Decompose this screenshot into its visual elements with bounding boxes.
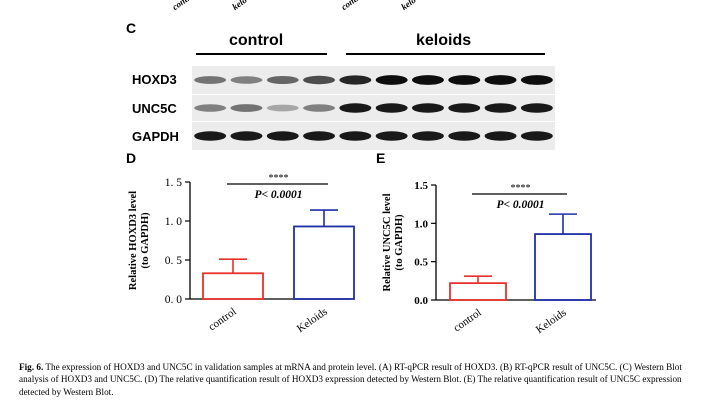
blot-band-hoxd3-8 (448, 75, 481, 85)
x-tick-label: Keloids (295, 306, 330, 335)
y-tick-label: 1. 0 (165, 216, 183, 228)
bar-keloids (534, 233, 592, 301)
x-tick-label: control (451, 307, 483, 335)
y-axis-label: Relative HOXD3 level (128, 191, 139, 290)
bar-control (202, 272, 264, 300)
blot-band-unc5c-8 (448, 103, 481, 113)
blot-band-hoxd3-6 (375, 75, 408, 85)
p-value-label: P< 0.0001 (496, 199, 544, 211)
y-axis-label-line2: (to GAPDH) (394, 214, 405, 271)
blot-bands-unc5c (194, 103, 553, 113)
significance-stars: **** (269, 173, 289, 184)
blot-band-gapdh-6 (375, 131, 408, 141)
y-tick-label: 0.5 (414, 257, 428, 269)
blot-strip-hoxd3 (192, 66, 555, 94)
chart-d-hoxd3: 0. 0 0. 5 1. 0 1. 5 Relative HOXD3 level (to … (128, 173, 355, 335)
bar-keloids (293, 225, 355, 300)
blot-band-unc5c-5 (339, 103, 372, 113)
group-bracket-keloids (346, 53, 545, 55)
blot-band-unc5c-4 (303, 104, 336, 112)
significance-stars: **** (511, 183, 531, 194)
x-tick-label: control (206, 306, 238, 334)
blot-band-gapdh-1 (194, 131, 227, 141)
blot-band-hoxd3-5 (339, 75, 372, 85)
lane-label-control-1: contr (170, 0, 192, 13)
blot-band-hoxd3-1 (194, 76, 227, 84)
blot-band-hoxd3-3 (266, 76, 299, 84)
row-label-gapdh: GAPDH (132, 129, 179, 144)
y-tick-label: 0. 5 (165, 255, 183, 267)
blot-bands-gapdh (194, 131, 553, 141)
blot-band-gapdh-7 (411, 131, 444, 141)
blot-band-hoxd3-10 (520, 75, 553, 85)
panel-d-letter: D (126, 150, 137, 166)
blot-band-unc5c-2 (230, 104, 263, 112)
blot-band-unc5c-9 (484, 103, 517, 113)
y-tick-label: 0. 0 (165, 294, 183, 306)
blot-band-gapdh-4 (303, 131, 336, 141)
y-tick-label: 1. 5 (165, 177, 183, 189)
blot-band-hoxd3-2 (230, 76, 263, 84)
y-tick-label: 1.5 (414, 180, 428, 192)
blot-band-gapdh-8 (448, 131, 481, 141)
panel-e-letter: E (376, 150, 386, 166)
blot-band-hoxd3-7 (411, 75, 444, 85)
blot-band-unc5c-7 (411, 103, 444, 113)
lane-label-keloids-1: kelo (230, 0, 249, 12)
blot-band-unc5c-1 (194, 104, 227, 112)
chart-e-unc5c: 0.0 0.5 1.0 1.5 Relative UNC5C level (to GAPD… (382, 180, 596, 336)
group-label-keloids: keloids (416, 32, 472, 49)
p-value-label: P< 0.0001 (254, 189, 302, 201)
lane-label-keloids-2: kelo (399, 0, 418, 12)
panel-c-letter: C (126, 20, 137, 36)
x-tick-label: Keloids (534, 307, 569, 336)
bar-control (449, 282, 507, 301)
row-label-unc5c: UNC5C (132, 101, 177, 116)
group-label-control: control (229, 32, 284, 49)
blot-band-hoxd3-4 (303, 75, 336, 85)
group-bracket-control (196, 53, 327, 55)
caption-text: The expression of HOXD3 and UNC5C in val… (19, 362, 682, 397)
y-tick-label: 0.0 (414, 295, 428, 307)
blot-bands-hoxd3 (194, 75, 553, 85)
y-axis-label-line2: (to GAPDH) (140, 212, 151, 269)
blot-band-gapdh-2 (230, 131, 263, 141)
blot-strip-unc5c (192, 95, 555, 121)
blot-band-gapdh-10 (520, 131, 553, 141)
blot-strip-gapdh (192, 122, 555, 150)
blot-band-unc5c-10 (520, 103, 553, 113)
blot-band-gapdh-3 (266, 131, 299, 141)
y-tick-label: 1.0 (414, 218, 428, 230)
blot-band-hoxd3-9 (484, 75, 517, 85)
row-label-hoxd3: HOXD3 (132, 72, 177, 87)
lane-label-control-2: contr (339, 0, 361, 13)
blot-band-gapdh-9 (484, 131, 517, 141)
figure-caption: Fig. 6. The expression of HOXD3 and UNC5… (19, 361, 713, 398)
blot-band-unc5c-3 (266, 104, 299, 112)
blot-band-unc5c-6 (375, 103, 408, 113)
blot-band-gapdh-5 (339, 131, 372, 141)
y-axis-label: Relative UNC5C level (382, 193, 393, 291)
caption-label: Fig. 6. (19, 362, 44, 372)
